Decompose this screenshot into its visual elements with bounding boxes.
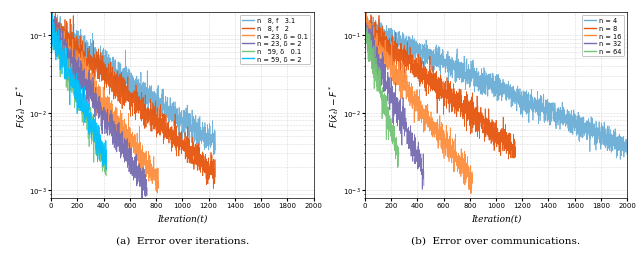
X-axis label: Iteration(t): Iteration(t) bbox=[471, 214, 521, 223]
Legend: n = 4, n = 8, n = 16, n = 32, n = 64: n = 4, n = 8, n = 16, n = 32, n = 64 bbox=[582, 16, 624, 57]
Y-axis label: $F(\bar{x}_t) - F^*$: $F(\bar{x}_t) - F^*$ bbox=[14, 84, 28, 127]
Legend: n   8, f   3.1, n   8, f   2, n = 23, δ = 0.1, n = 23, δ = 2, n   59, δ   0.1, n: n 8, f 3.1, n 8, f 2, n = 23, δ = 0.1, n… bbox=[240, 16, 310, 65]
Text: (b)  Error over communications.: (b) Error over communications. bbox=[412, 235, 580, 244]
Y-axis label: $F(\bar{x}_t) - F^*$: $F(\bar{x}_t) - F^*$ bbox=[328, 84, 342, 127]
Text: (a)  Error over iterations.: (a) Error over iterations. bbox=[116, 235, 249, 244]
X-axis label: Iteration(t): Iteration(t) bbox=[157, 214, 207, 223]
